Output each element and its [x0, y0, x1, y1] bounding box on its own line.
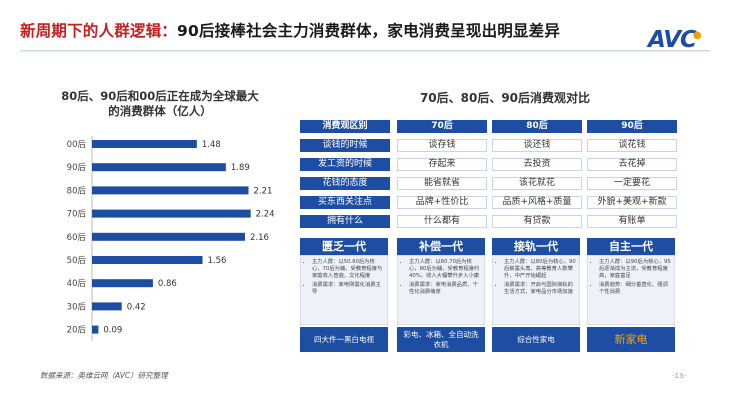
page-title-highlight: 新周期下的人群逻辑： — [20, 22, 178, 40]
data-label: 0.42 — [127, 302, 146, 312]
table-row: 买东西关注点 品牌+性价比 品质+风格+质量 外貌+美观+新款 — [300, 196, 710, 209]
category-label: 50后 — [67, 255, 87, 266]
table-header: 90后 — [587, 120, 677, 133]
data-source-note: 数据来源：奥维云网（AVC）研究整理 — [40, 371, 168, 380]
chart-heading-line1: 80后、90后和00后正在成为全球最大 — [61, 89, 259, 103]
bar — [92, 302, 122, 311]
generation-description: 主力人群：以80后为核心，90后崭露头角，高等教育人数攀升，中产开始崛起 消费需… — [492, 255, 580, 325]
generation-description: 主力人群：以60.70后为核心，80后为辅，受教育程度约40%，收入大幅攀升步入… — [397, 255, 485, 325]
bar — [92, 325, 99, 334]
bar — [92, 163, 226, 172]
bar — [92, 232, 245, 241]
generation-footer: 彩电、冰箱、全自动洗衣机 — [397, 327, 485, 352]
category-label: 90后 — [67, 162, 87, 173]
logo-text: AVC — [648, 27, 697, 53]
row-label: 买东西关注点 — [300, 196, 390, 209]
table-cell: 能省就省 — [397, 177, 487, 190]
generation-footer: 新家电 — [587, 327, 675, 352]
table-row: 谈钱的时候 谈存钱 谈还钱 谈花钱 — [300, 139, 710, 152]
generation-bullet: 消费需求：家电消费品质、个性化消费萌芽 — [409, 282, 481, 296]
generation-title: 自主一代 — [587, 238, 675, 255]
data-label: 0.86 — [158, 279, 177, 289]
table-header: 80后 — [492, 120, 582, 133]
table-row: 发工资的时候 存起来 去投资 去花掉 — [300, 158, 710, 171]
generation-title: 补偿一代 — [397, 238, 485, 255]
table-cell: 一定要花 — [587, 177, 677, 190]
generation-bullet: 消费需求：家电刚需化消费主导 — [312, 282, 384, 296]
table-row: 拥有什么 什么都有 有贷款 有账单 — [300, 215, 710, 228]
table-cell: 谈存钱 — [397, 139, 487, 152]
bar — [92, 186, 249, 195]
row-label: 发工资的时候 — [300, 158, 390, 171]
population-bar-chart: 00后 1.48 90后 1.89 80后 2.21 70后 2.24 60后 2.16 50后 1.… — [40, 130, 280, 350]
category-label: 70后 — [67, 209, 87, 220]
table-cell: 该花就花 — [492, 177, 582, 190]
generation-bullet: 主力人群：以60.70后为核心，80后为辅，受教育程度约40%，收入大幅攀升步入… — [409, 259, 481, 281]
table-header: 消费观区别 — [300, 120, 390, 133]
chart-heading: 80后、90后和00后正在成为全球最大 的消费群体（亿人） — [40, 89, 280, 119]
category-label: 20后 — [67, 325, 87, 336]
category-label: 00后 — [67, 139, 87, 150]
table-cell: 外貌+美观+新款 — [587, 196, 677, 209]
page-title: 新周期下的人群逻辑：90后接棒社会主力消费群体，家电消费呈现出明显差异 — [20, 19, 560, 41]
data-label: 1.56 — [208, 256, 227, 266]
bar — [92, 209, 251, 218]
table-cell: 存起来 — [397, 158, 487, 171]
title-divider — [20, 50, 710, 51]
table-cell: 谈还钱 — [492, 139, 582, 152]
comparison-heading: 70后、80后、90后消费观对比 — [419, 91, 591, 105]
table-cell: 去花掉 — [587, 158, 677, 171]
row-label: 谈钱的时候 — [300, 139, 390, 152]
generation-footer: 四大件一黑白电视 — [300, 327, 388, 352]
data-label: 2.24 — [256, 210, 275, 220]
row-label: 花钱的态度 — [300, 177, 390, 190]
data-label: 1.89 — [231, 163, 250, 173]
chart-heading-line2: 的消费群体（亿人） — [108, 104, 212, 118]
table-cell: 品牌+性价比 — [397, 196, 487, 209]
row-label: 拥有什么 — [300, 215, 390, 228]
generation-title: 匮乏一代 — [300, 238, 388, 255]
page-number: -13- — [672, 372, 686, 380]
logo-dot-icon: ● — [692, 30, 702, 41]
category-label: 60后 — [67, 232, 87, 243]
table-header: 70后 — [397, 120, 487, 133]
generation-description: 主力人群：以50.60后为核心，70后为辅，受教育程度与家庭收入普遍，文化程度 … — [300, 255, 388, 325]
generation-description: 主力人群：以90后为核心，95后逐渐成为主流，受教育程度高，家庭富足 消费趋势：… — [587, 255, 675, 325]
generation-bullet: 主力人群：以50.60后为核心，70后为辅，受教育程度与家庭收入普遍，文化程度 — [312, 259, 384, 281]
generation-bullet: 消费需求：开启与国际接轨的生活方式，家电品分市场加速 — [504, 282, 576, 296]
bar-chart-svg: 00后 1.48 90后 1.89 80后 2.21 70后 2.24 60后 2.16 50后 1.… — [67, 136, 275, 341]
category-label: 40后 — [67, 278, 87, 289]
data-label: 1.48 — [202, 140, 221, 150]
bar — [92, 140, 197, 148]
generation-footer: 综合性家电 — [492, 327, 580, 352]
table-cell: 去投资 — [492, 158, 582, 171]
bar — [92, 279, 153, 288]
category-label: 80后 — [67, 185, 87, 196]
generation-bullet: 消费趋势：细分垂直化、强调个性消费 — [599, 282, 671, 296]
table-cell: 有贷款 — [492, 215, 582, 228]
generation-bullet: 主力人群：以80后为核心，90后崭露头角，高等教育人数攀升，中产开始崛起 — [504, 259, 576, 281]
data-label: 2.21 — [254, 186, 273, 196]
data-label: 0.09 — [103, 326, 122, 336]
title-divider-shadow — [20, 51, 710, 54]
table-row: 花钱的态度 能省就省 该花就花 一定要花 — [300, 177, 710, 190]
table-cell: 品质+风格+质量 — [492, 196, 582, 209]
table-cell: 谈花钱 — [587, 139, 677, 152]
category-label: 30后 — [67, 301, 87, 312]
data-label: 2.16 — [250, 233, 269, 243]
generation-bullet: 主力人群：以90后为核心，95后逐渐成为主流，受教育程度高，家庭富足 — [599, 259, 671, 281]
table-cell: 有账单 — [587, 215, 677, 228]
page-title-rest: 90后接棒社会主力消费群体，家电消费呈现出明显差异 — [177, 22, 561, 40]
generation-title: 接轨一代 — [492, 238, 580, 255]
table-header-row: 消费观区别 70后 80后 90后 — [300, 120, 710, 133]
avc-logo: AVC● — [648, 27, 704, 53]
bar — [92, 256, 203, 264]
table-cell: 什么都有 — [397, 215, 487, 228]
